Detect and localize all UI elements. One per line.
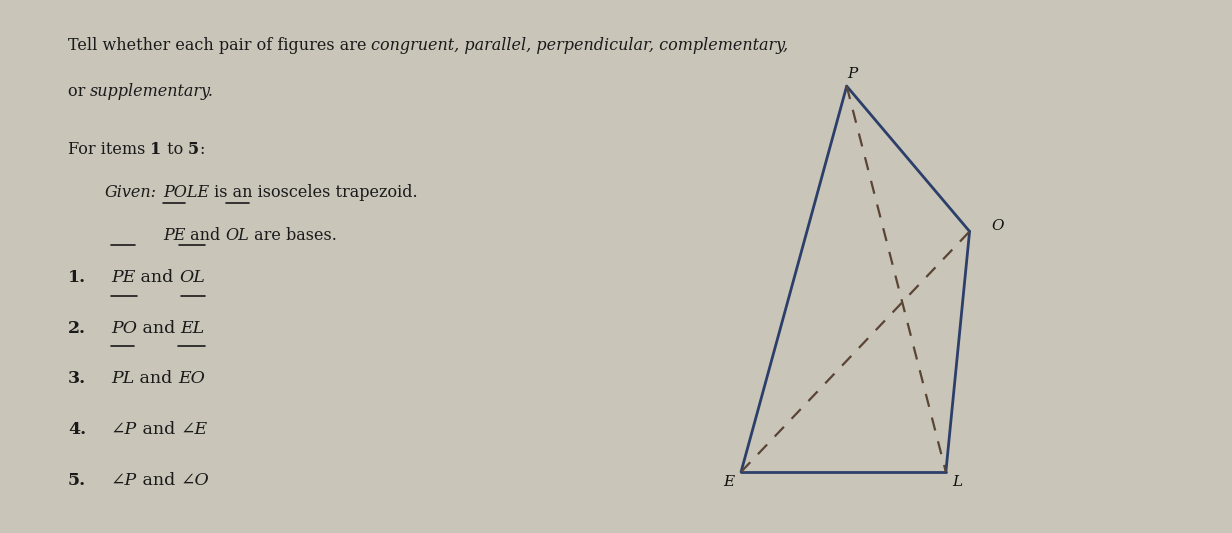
- Text: PE: PE: [111, 269, 136, 286]
- Text: PO: PO: [111, 320, 137, 337]
- Text: and: and: [137, 320, 181, 337]
- Text: to: to: [161, 141, 188, 158]
- Text: 3.: 3.: [68, 370, 86, 387]
- Text: Tell whether each pair of figures are: Tell whether each pair of figures are: [68, 37, 371, 54]
- Text: OL: OL: [179, 269, 205, 286]
- Text: O: O: [992, 219, 1004, 233]
- Text: Given:: Given:: [105, 184, 156, 201]
- Text: or: or: [68, 83, 90, 100]
- Text: and: and: [134, 370, 177, 387]
- Text: 5.: 5.: [68, 472, 86, 489]
- Text: P: P: [848, 67, 857, 82]
- Text: and: and: [136, 269, 179, 286]
- Text: congruent, parallel, perpendicular, complementary,: congruent, parallel, perpendicular, comp…: [371, 37, 788, 54]
- Text: are bases.: are bases.: [249, 227, 338, 244]
- Text: 1.: 1.: [68, 269, 86, 286]
- Text: 1: 1: [150, 141, 161, 158]
- Text: POLE: POLE: [163, 184, 209, 201]
- Text: PE: PE: [163, 227, 185, 244]
- Text: 2.: 2.: [68, 320, 86, 337]
- Text: ∠P: ∠P: [111, 421, 137, 438]
- Text: :: :: [200, 141, 205, 158]
- Text: and: and: [137, 421, 181, 438]
- Text: and: and: [185, 227, 225, 244]
- Text: ∠O: ∠O: [181, 472, 209, 489]
- Text: E: E: [723, 475, 734, 489]
- Text: For items: For items: [68, 141, 150, 158]
- Text: ∠P: ∠P: [111, 472, 137, 489]
- Text: EO: EO: [177, 370, 205, 387]
- Text: supplementary.: supplementary.: [90, 83, 214, 100]
- Text: and: and: [137, 472, 181, 489]
- Text: ∠E: ∠E: [181, 421, 208, 438]
- Text: 5: 5: [188, 141, 200, 158]
- Text: OL: OL: [225, 227, 249, 244]
- Text: EL: EL: [181, 320, 205, 337]
- Text: PL: PL: [111, 370, 134, 387]
- Text: 4.: 4.: [68, 421, 86, 438]
- Text: L: L: [952, 475, 962, 489]
- Text: is an isosceles trapezoid.: is an isosceles trapezoid.: [209, 184, 418, 201]
